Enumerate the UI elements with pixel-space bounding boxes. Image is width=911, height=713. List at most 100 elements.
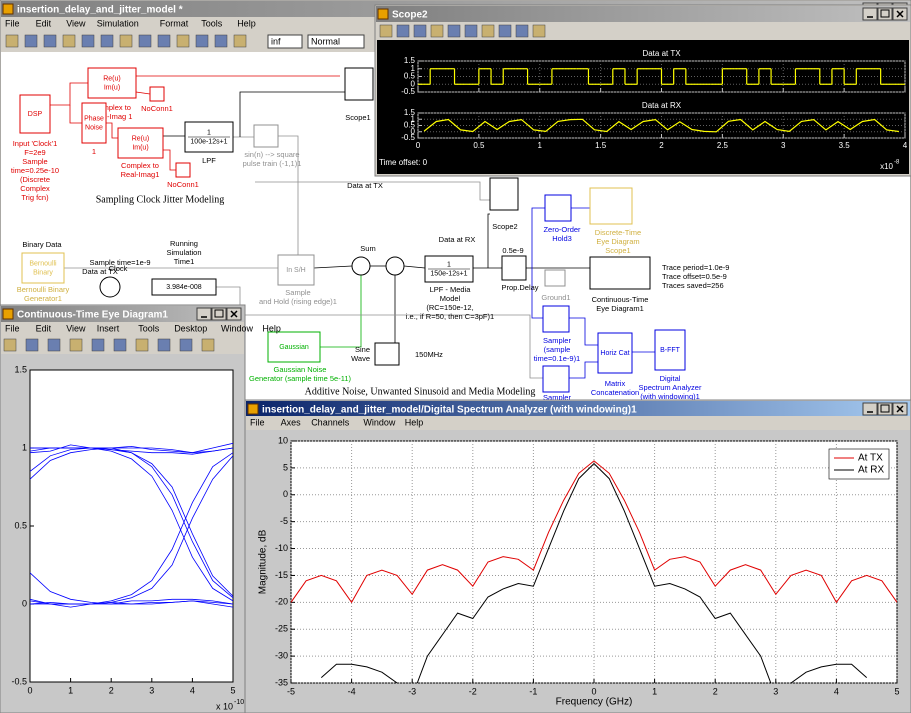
toolbar-button[interactable] xyxy=(6,35,18,47)
block-label: Sample xyxy=(22,157,47,166)
x-tick-label: 2 xyxy=(659,141,664,150)
minimize-button[interactable] xyxy=(863,8,877,20)
annotation: Sample time=1e-9 xyxy=(89,258,150,267)
toolbar-button[interactable] xyxy=(25,35,37,47)
toolbar-button[interactable] xyxy=(431,25,443,37)
menu-item[interactable]: Simulation xyxy=(97,18,139,28)
block[interactable] xyxy=(502,256,526,280)
menu-item[interactable]: Edit xyxy=(36,323,52,333)
block[interactable] xyxy=(545,270,565,286)
minimize-button[interactable] xyxy=(197,308,211,320)
toolbar-button[interactable] xyxy=(158,35,170,47)
toolbar-button[interactable] xyxy=(234,35,246,47)
toolbar-button[interactable] xyxy=(397,25,409,37)
toolbar-button[interactable] xyxy=(44,35,56,47)
toolbar-button[interactable] xyxy=(202,339,214,351)
menu-item[interactable]: Tools xyxy=(138,323,160,333)
block-label: Sum xyxy=(360,244,375,253)
toolbar-button[interactable] xyxy=(120,35,132,47)
block-text: In S/H xyxy=(286,267,305,274)
menu-item[interactable]: Desktop xyxy=(174,323,207,333)
block[interactable] xyxy=(490,178,518,210)
block[interactable] xyxy=(88,68,136,98)
toolbar-button[interactable] xyxy=(101,35,113,47)
toolbar-button[interactable] xyxy=(4,339,16,351)
menu-item[interactable]: Help xyxy=(405,417,424,427)
annotation: Data at TX xyxy=(347,181,383,190)
toolbar-button[interactable] xyxy=(414,25,426,37)
toolbar-button[interactable] xyxy=(63,35,75,47)
y-tick-label: -15 xyxy=(275,570,288,580)
menu-item[interactable]: Window xyxy=(363,417,396,427)
toolbar-button[interactable] xyxy=(380,25,392,37)
block-label: Time1 xyxy=(174,257,195,266)
menu-item[interactable]: Format xyxy=(160,18,189,28)
menu-item[interactable]: Edit xyxy=(36,18,52,28)
block-label: Model xyxy=(440,294,461,303)
block[interactable] xyxy=(118,128,163,158)
toolbar-button[interactable] xyxy=(158,339,170,351)
x-tick-label: 2 xyxy=(713,686,718,696)
screen: insertion_delay_and_jitter_model *FileEd… xyxy=(0,0,911,713)
toolbar-button[interactable] xyxy=(136,339,148,351)
menu-item[interactable]: Channels xyxy=(311,417,350,427)
menu-item[interactable]: File xyxy=(5,18,20,28)
block[interactable] xyxy=(545,195,571,221)
toolbar-button[interactable] xyxy=(114,339,126,351)
toolbar-button[interactable] xyxy=(48,339,60,351)
menu-item[interactable]: File xyxy=(250,417,265,427)
x-scale-exponent: -8 xyxy=(894,160,900,166)
block[interactable] xyxy=(82,103,106,143)
block[interactable] xyxy=(543,306,569,332)
x-scale-base: x10 xyxy=(880,162,893,171)
minimize-button[interactable] xyxy=(863,403,877,415)
menu-item[interactable]: Help xyxy=(262,323,281,333)
toolbar-button[interactable] xyxy=(92,339,104,351)
menu-item[interactable]: Tools xyxy=(201,18,223,28)
block[interactable] xyxy=(345,68,373,100)
toolbar-button[interactable] xyxy=(215,35,227,47)
toolbar-button[interactable] xyxy=(180,339,192,351)
menu-item[interactable]: View xyxy=(66,18,86,28)
block-label: Wave xyxy=(351,354,370,363)
block[interactable] xyxy=(352,257,370,275)
toolbar-button[interactable] xyxy=(82,35,94,47)
toolbar-button[interactable] xyxy=(139,35,151,47)
menu-item[interactable]: Window xyxy=(221,323,254,333)
block-text: Im(u) xyxy=(132,144,148,151)
window-title: insertion_delay_and_jitter_model/Digital… xyxy=(262,405,637,416)
mode: Normal xyxy=(311,36,340,46)
annotation: Trace offset=0.5e-9 xyxy=(662,272,727,281)
toolbar-button[interactable] xyxy=(448,25,460,37)
menu-item[interactable]: View xyxy=(66,323,86,333)
block[interactable] xyxy=(590,188,632,224)
block[interactable] xyxy=(176,163,190,177)
block[interactable] xyxy=(22,253,64,283)
menu-item[interactable]: Help xyxy=(237,18,256,28)
block-label: pulse train (-1,1)1 xyxy=(243,159,302,168)
menu-item[interactable]: File xyxy=(5,323,20,333)
toolbar-button[interactable] xyxy=(499,25,511,37)
block[interactable] xyxy=(254,125,278,147)
block[interactable] xyxy=(150,87,164,101)
block[interactable] xyxy=(386,257,404,275)
toolbar-button[interactable] xyxy=(26,339,38,351)
y-tick-label: 0.5 xyxy=(14,520,27,530)
toolbar-button[interactable] xyxy=(196,35,208,47)
block[interactable] xyxy=(543,366,569,392)
menu-item[interactable]: Insert xyxy=(97,323,120,333)
menu-item[interactable]: Axes xyxy=(281,417,302,427)
block[interactable] xyxy=(375,343,399,365)
toolbar-button[interactable] xyxy=(177,35,189,47)
y-tick-label: 0 xyxy=(22,598,27,608)
block[interactable] xyxy=(590,257,650,289)
toolbar-button[interactable] xyxy=(70,339,82,351)
toolbar-button[interactable] xyxy=(482,25,494,37)
toolbar-button[interactable] xyxy=(533,25,545,37)
toolbar-button[interactable] xyxy=(465,25,477,37)
x-tick-label: -5 xyxy=(287,686,295,696)
block[interactable] xyxy=(100,277,120,297)
block-label: Digital xyxy=(660,374,681,383)
toolbar-button[interactable] xyxy=(516,25,528,37)
y-tick-label: -0.5 xyxy=(401,87,415,96)
